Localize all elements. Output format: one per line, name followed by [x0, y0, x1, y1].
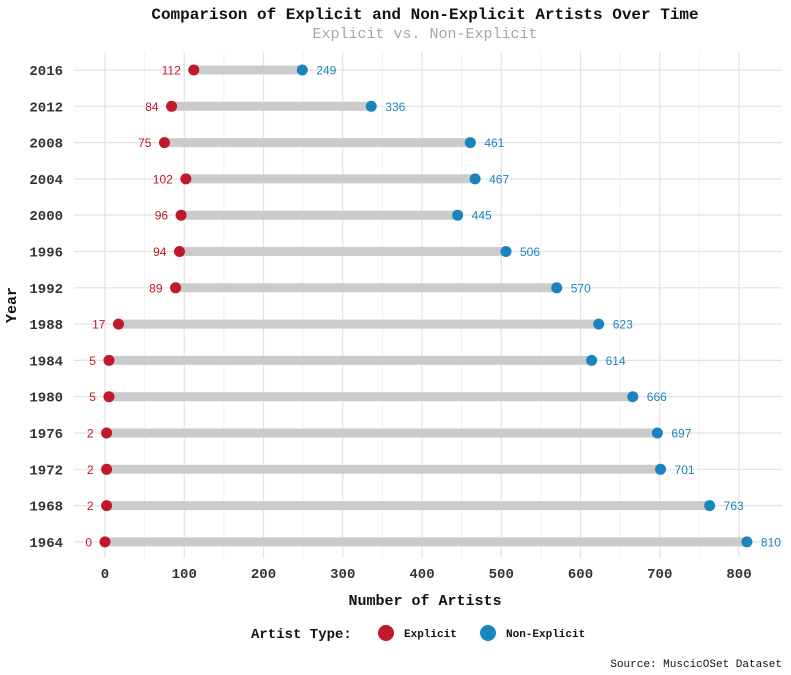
x-axis-label: Number of Artists	[348, 593, 501, 610]
chart-title: Comparison of Explicit and Non-Explicit …	[151, 6, 698, 24]
y-tick-label: 2012	[29, 100, 63, 116]
non-explicit-value-label: 445	[472, 209, 492, 223]
y-tick-label: 1964	[29, 536, 63, 552]
explicit-value-label: 0	[85, 535, 92, 549]
y-tick-label: 1984	[29, 354, 63, 370]
y-tick-label: 1996	[29, 246, 63, 262]
explicit-point	[103, 354, 115, 366]
non-explicit-value-label: 249	[316, 64, 336, 78]
non-explicit-point	[655, 463, 667, 475]
non-explicit-value-label: 614	[606, 354, 626, 368]
explicit-point	[101, 500, 113, 512]
non-explicit-value-label: 570	[571, 281, 591, 295]
y-tick-label: 2008	[29, 137, 63, 153]
explicit-value-label: 5	[89, 390, 96, 404]
explicit-point	[103, 391, 115, 403]
explicit-point	[99, 536, 111, 548]
value-labels: 0 810 2 763 2 701 2 697 5 666 5 614 17 623 89 570 94 506 9…	[85, 64, 781, 550]
x-tick-label: 0	[101, 567, 109, 583]
grid-lines	[74, 52, 782, 558]
y-tick-label: 2004	[29, 173, 63, 189]
explicit-point	[101, 463, 113, 475]
x-tick-label: 100	[172, 567, 197, 583]
non-explicit-point	[500, 246, 512, 257]
explicit-value-label: 102	[153, 172, 173, 186]
explicit-value-label: 2	[87, 463, 94, 477]
explicit-value-label: 2	[87, 427, 94, 441]
legend-non-explicit-marker	[480, 625, 496, 641]
non-explicit-point	[651, 427, 663, 439]
y-tick-label: 1968	[29, 500, 63, 516]
x-tick-label: 400	[409, 567, 434, 583]
legend-explicit-marker	[378, 625, 394, 641]
explicit-value-label: 2	[87, 499, 94, 513]
non-explicit-value-label: 336	[385, 100, 405, 114]
non-explicit-point	[452, 209, 464, 221]
explicit-point	[175, 209, 187, 221]
non-explicit-point	[464, 137, 476, 149]
explicit-point	[158, 137, 170, 149]
non-explicit-point	[593, 318, 605, 330]
non-explicit-value-label: 763	[724, 499, 744, 513]
y-axis-ticks: 1964 1968 1972 1976 1980 1984 1988 1992 1996 2000…	[29, 64, 63, 552]
x-tick-label: 500	[489, 567, 514, 583]
non-explicit-point	[627, 391, 639, 403]
source-caption: Source: MuscicOSet Dataset	[610, 659, 782, 671]
explicit-point	[112, 318, 124, 330]
explicit-point	[170, 282, 182, 294]
y-tick-label: 1972	[29, 463, 63, 479]
explicit-point	[166, 100, 178, 112]
non-explicit-value-label: 810	[761, 535, 781, 549]
legend-non-explicit-label: Non-Explicit	[506, 629, 585, 641]
non-explicit-point	[704, 500, 716, 512]
legend-title: Artist Type:	[251, 627, 352, 643]
explicit-point	[180, 173, 192, 185]
non-explicit-value-label: 461	[484, 136, 504, 150]
non-explicit-point	[551, 282, 563, 294]
explicit-value-label: 17	[92, 318, 106, 332]
non-explicit-value-label: 506	[520, 245, 540, 259]
non-explicit-point	[365, 100, 377, 112]
legend-explicit-label: Explicit	[404, 629, 457, 641]
explicit-value-label: 96	[155, 209, 169, 223]
x-tick-label: 600	[568, 567, 593, 583]
explicit-value-label: 5	[89, 354, 96, 368]
chart-subtitle: Explicit vs. Non-Explicit	[312, 26, 537, 43]
x-tick-label: 800	[726, 567, 751, 583]
non-explicit-point	[296, 64, 308, 76]
explicit-value-label: 89	[149, 281, 163, 295]
non-explicit-value-label: 666	[647, 390, 667, 404]
y-tick-label: 2000	[29, 209, 63, 225]
y-tick-label: 1976	[29, 427, 63, 443]
x-tick-label: 200	[251, 567, 276, 583]
explicit-value-label: 84	[145, 100, 159, 114]
non-explicit-value-label: 701	[675, 463, 695, 477]
non-explicit-value-label: 467	[489, 172, 509, 186]
non-explicit-point	[741, 536, 753, 548]
x-axis-ticks: 0 100 200 300 400 500 600 700 800	[101, 567, 752, 583]
y-tick-label: 1992	[29, 282, 63, 298]
explicit-value-label: 94	[153, 245, 167, 259]
data-points	[99, 64, 753, 548]
legend: Artist Type: Explicit Non-Explicit	[251, 625, 585, 643]
explicit-value-label: 112	[162, 64, 181, 78]
dumbbell-segments	[105, 65, 747, 547]
y-axis-label: Year	[4, 287, 21, 323]
explicit-point	[173, 246, 185, 257]
non-explicit-point	[586, 354, 598, 366]
x-tick-label: 700	[647, 567, 672, 583]
explicit-point	[101, 427, 113, 439]
non-explicit-value-label: 697	[671, 427, 691, 441]
x-tick-label: 300	[330, 567, 355, 583]
y-tick-label: 1980	[29, 391, 63, 407]
non-explicit-value-label: 623	[613, 318, 633, 332]
explicit-point	[188, 64, 200, 76]
explicit-value-label: 75	[138, 136, 152, 150]
y-tick-label: 2016	[29, 64, 63, 80]
non-explicit-point	[469, 173, 481, 185]
y-tick-label: 1988	[29, 318, 63, 334]
